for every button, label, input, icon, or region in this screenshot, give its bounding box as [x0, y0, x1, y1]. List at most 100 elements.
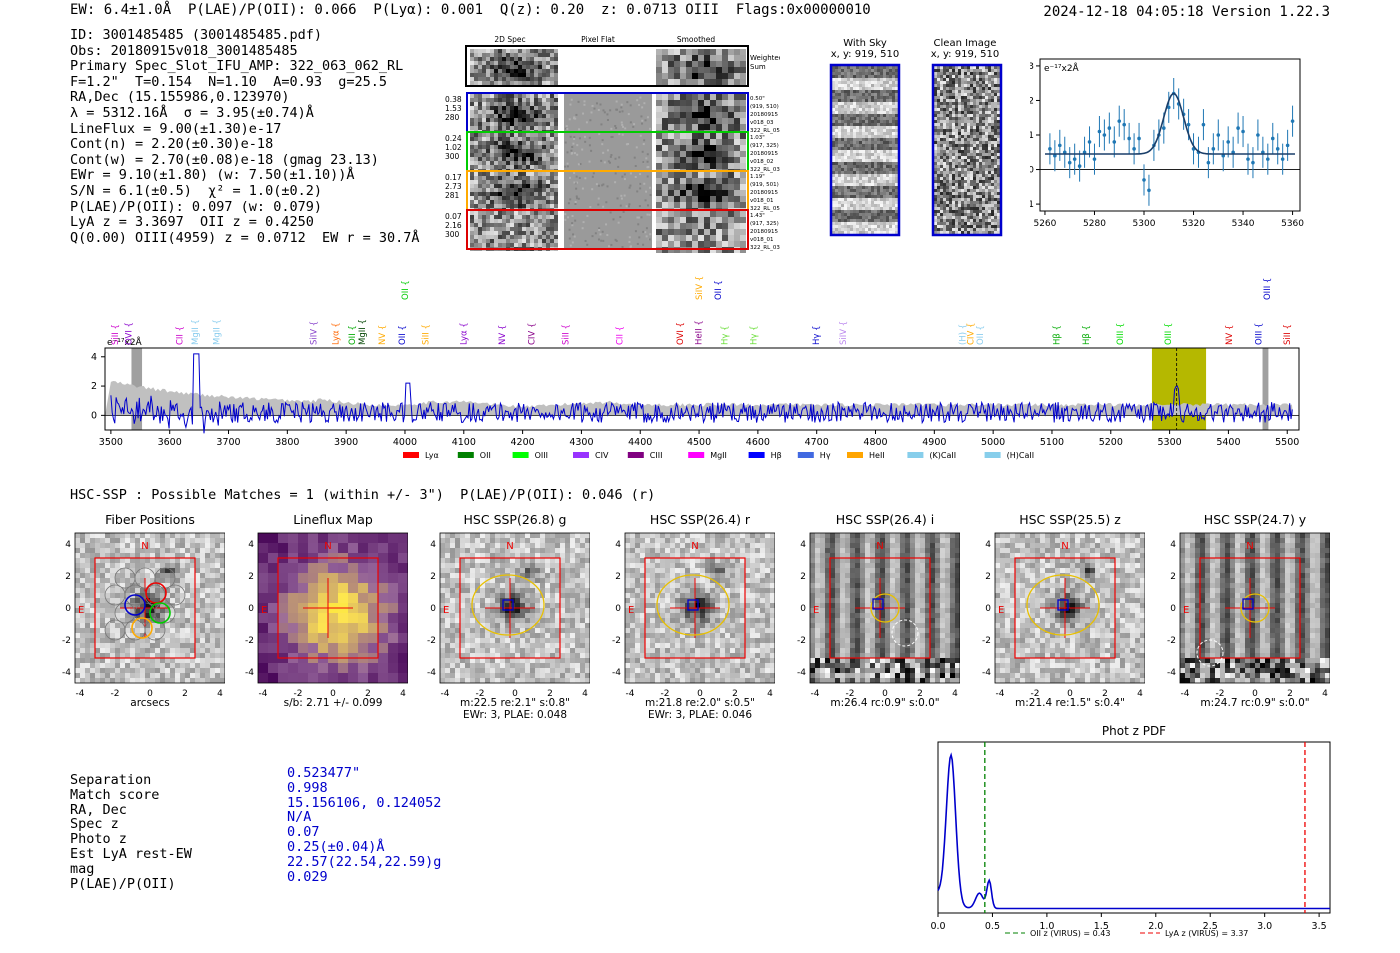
- line-marker: SiIV {: [310, 321, 320, 345]
- thumb-ytick-label: -4: [427, 668, 436, 678]
- spectrum-xtick-label: 3600: [158, 437, 182, 448]
- thumb-ytick-label: -4: [797, 668, 806, 678]
- thumb-ytick-label: 2: [248, 572, 254, 582]
- photz-xtick-label: 0.5: [985, 921, 1000, 932]
- info-line: EWr = 9.10(±1.80) (w: 7.50(±1.10))Å: [70, 167, 355, 184]
- zoom-point: [1147, 188, 1151, 193]
- north-label: N: [324, 541, 331, 552]
- search-box: [1199, 557, 1301, 659]
- thumb-xtick-label: 0: [330, 689, 336, 699]
- thumb-ytick-label: -4: [612, 668, 621, 678]
- with-sky-title: With Sky: [843, 38, 887, 49]
- fiber-highlight: [131, 617, 153, 639]
- sky-images: [829, 63, 1003, 237]
- north-label: N: [691, 541, 698, 552]
- thumb-ytick-label: -2: [427, 636, 436, 646]
- match-label: Spec z: [70, 816, 119, 833]
- match-box: [1057, 599, 1069, 611]
- zoom-point: [1226, 140, 1230, 144]
- search-box: [644, 557, 746, 659]
- legend-swatch: [573, 452, 589, 458]
- thumbnail-title: HSC SSP(26.4) r: [649, 512, 751, 527]
- zoom-point: [1122, 122, 1126, 127]
- thumb-xtick-label: 2: [1287, 689, 1293, 699]
- legend-label: Lyα: [425, 451, 439, 460]
- photz-axes: [937, 741, 1331, 914]
- match-value: 0.998: [287, 779, 328, 796]
- spectrum-ytick-label: 4: [91, 352, 97, 363]
- thumbnail-caption: s/b: 2.71 +/- 0.099: [248, 697, 418, 709]
- pixel-flat: [564, 94, 652, 131]
- thumb-xtick-label: -2: [476, 689, 485, 699]
- thumb-xtick-label: -4: [1181, 689, 1190, 699]
- zoom-point: [1058, 143, 1062, 148]
- thumb-ytick-label: 2: [430, 572, 436, 582]
- legend-label: Hγ: [820, 451, 831, 460]
- zoom-ytick-label: 0: [1030, 166, 1034, 176]
- line-marker: Lyα {: [332, 322, 342, 345]
- fiber-highlight: [149, 602, 171, 624]
- thumb-xtick-label: 0: [512, 689, 518, 699]
- match-box: [1242, 598, 1254, 610]
- north-label: N: [506, 541, 513, 552]
- legend-swatch: [627, 452, 644, 458]
- cutout-row-meta: 20180915: [750, 151, 778, 157]
- thumb-ytick-label: -2: [245, 636, 254, 646]
- thumb-xtick-label: -2: [661, 689, 670, 699]
- zoom-point: [1231, 150, 1235, 155]
- spectrum-xtick-label: 5300: [1158, 437, 1182, 448]
- zoom-fit-line: [1045, 92, 1295, 155]
- cutout-row-meta: (919, 510): [750, 104, 779, 110]
- line-marker: OIII {: [1164, 323, 1174, 345]
- cutout-row-meta: (917, 325): [750, 221, 779, 227]
- spectrum-xtick-label: 4200: [511, 437, 535, 448]
- spectrum-cutouts: 2D Spec Pixel Flat Smoothed Weighted Sum 0.38…: [440, 30, 784, 260]
- thumb-ytick-label: 0: [615, 604, 621, 614]
- thumb-xtick-label: 0: [697, 689, 703, 699]
- match-value: 0.523477": [287, 765, 361, 781]
- thumb-xtick-label: 2: [182, 689, 188, 699]
- zoom-point: [1166, 105, 1171, 110]
- aperture-circle-white: [891, 619, 919, 647]
- zoom-axes: [1039, 58, 1301, 212]
- pixel-flat: [564, 133, 652, 170]
- line-marker: OVI {: [124, 322, 134, 345]
- spectrum-xtick-label: 5000: [981, 437, 1005, 448]
- aperture-circle: [870, 593, 900, 623]
- thumb-ytick-label: -2: [1167, 636, 1176, 646]
- line-marker: Hβ {: [1082, 325, 1092, 345]
- zoom-point: [1087, 140, 1092, 144]
- zoom-point: [1261, 150, 1265, 155]
- thumbnail-title: HSC SSP(25.5) z: [1019, 512, 1121, 527]
- legend-label: (K)CaII: [929, 451, 956, 460]
- legend-label: OIII: [535, 451, 548, 460]
- info-line: Cont(n) = 2.20(±0.30)e-18: [70, 136, 274, 153]
- cutout-row-meta: 20180915: [750, 190, 778, 196]
- cutout-row-stat: 2.73: [445, 182, 462, 191]
- thumb-xtick-label: -2: [1031, 689, 1040, 699]
- cutout-row-meta: 1.43": [750, 213, 765, 219]
- weighted-label-1: Weighted: [750, 54, 780, 62]
- fiber-circle: [154, 602, 176, 624]
- photz-xtick-label: 1.5: [1094, 921, 1109, 932]
- with-sky-xy: x, y: 919, 510: [830, 49, 900, 60]
- info-line: λ = 5312.16Å σ = 3.95(±0.74)Å: [70, 104, 314, 121]
- match-labels: Separation Match score RA, Dec Spec z Photo …: [70, 773, 192, 891]
- zoom-point: [1275, 147, 1280, 151]
- line-marker: (H) {: [959, 324, 969, 345]
- thumbnail-caption-line: m:26.4 rc:0.9" s:0.0": [830, 697, 940, 709]
- cutout-row-stat: 300: [445, 152, 460, 161]
- thumb-ytick-label: -4: [62, 668, 71, 678]
- thumb-xtick-label: 2: [547, 689, 553, 699]
- pixel-flat: [564, 211, 652, 248]
- spectrum-xtick-label: 4700: [805, 437, 829, 448]
- thumb-xtick-label: -2: [294, 689, 303, 699]
- cutout-row-frame: [466, 209, 749, 250]
- line-marker-top: OII {: [714, 280, 724, 300]
- spectrum-xtick-label: 4800: [863, 437, 887, 448]
- east-label: E: [998, 605, 1004, 616]
- thumb-ytick-label: 0: [800, 604, 806, 614]
- thumbnail-image: N E -4 -4 -2 -2 0 0 2 2 4 4: [612, 532, 775, 699]
- line-marker: SiII {: [1283, 324, 1293, 345]
